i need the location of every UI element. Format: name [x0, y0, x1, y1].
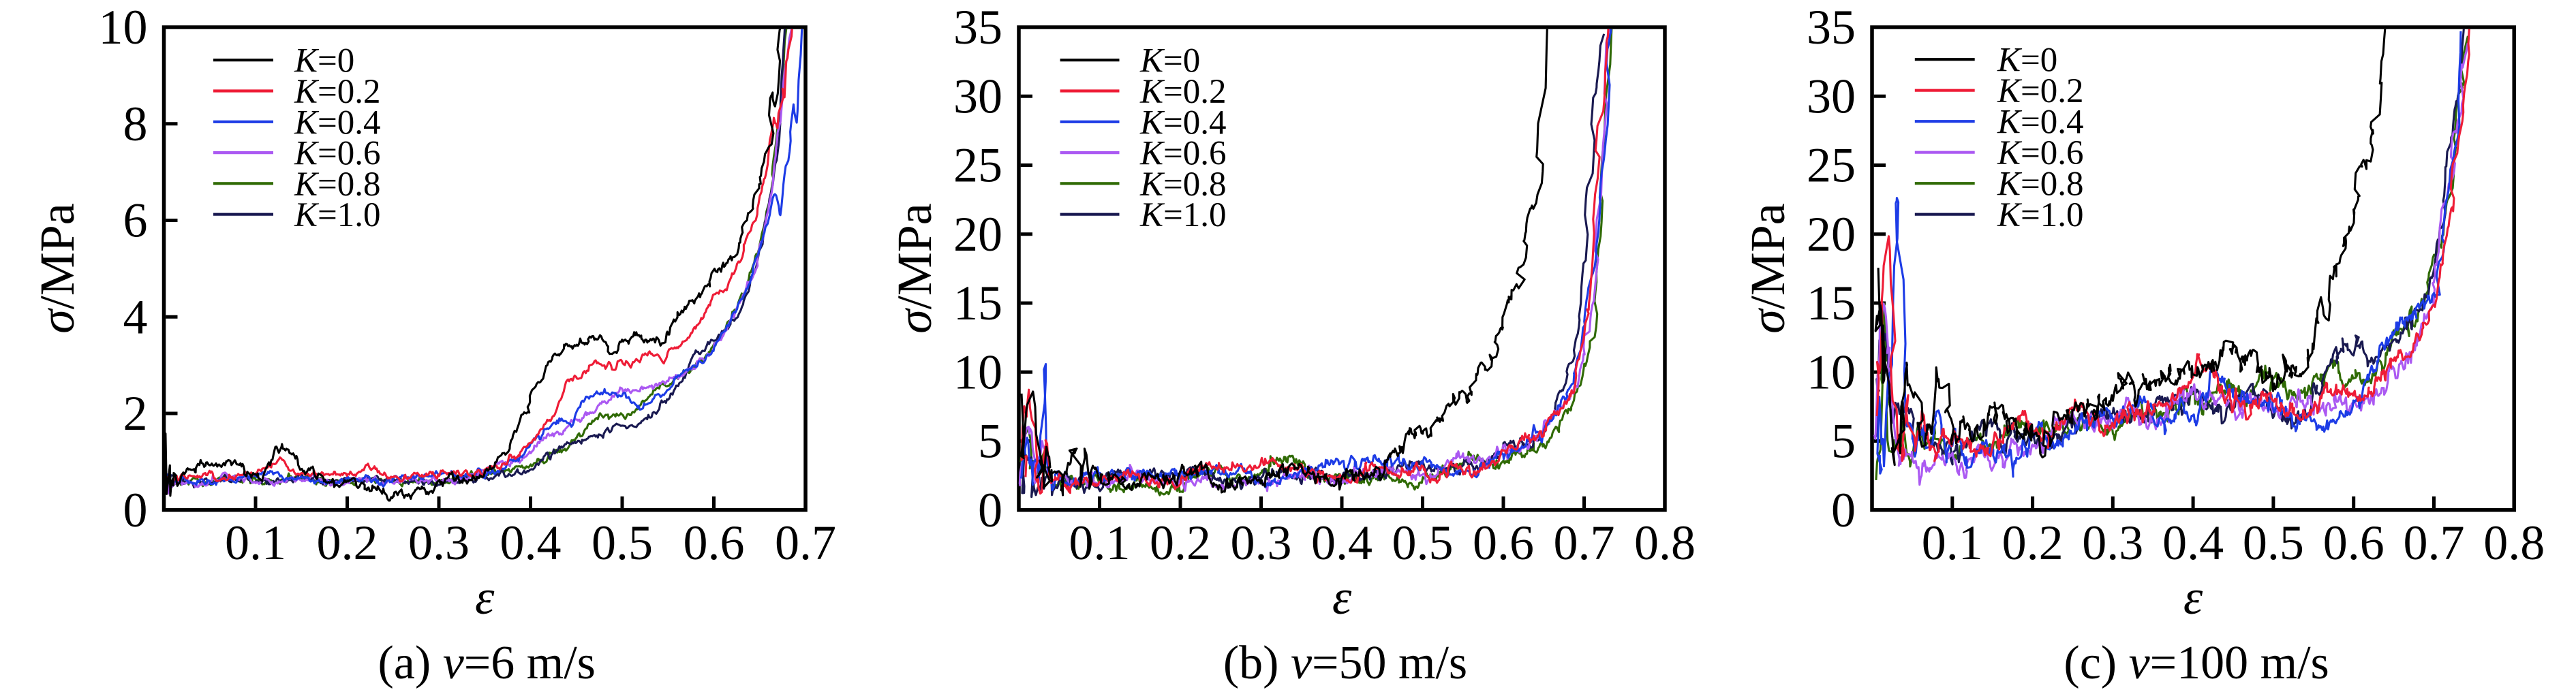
svg-text:K=0.6: K=0.6	[1139, 135, 1227, 173]
svg-text:0: 0	[1831, 483, 1856, 537]
svg-text:K=0.2: K=0.2	[294, 73, 381, 111]
svg-text:5: 5	[978, 414, 1002, 469]
svg-text:0.3: 0.3	[2082, 516, 2143, 570]
svg-text:0.4: 0.4	[2162, 516, 2224, 570]
svg-text:8: 8	[123, 97, 148, 151]
svg-text:K=0: K=0	[294, 42, 354, 80]
svg-text:0.5: 0.5	[1392, 516, 1454, 570]
svg-text:0.5: 0.5	[592, 516, 653, 570]
svg-text:K=1.0: K=1.0	[294, 196, 381, 234]
svg-text:0.4: 0.4	[1311, 516, 1373, 570]
svg-text:0.1: 0.1	[1922, 516, 1983, 570]
svg-text:K=0.8: K=0.8	[1139, 166, 1227, 204]
svg-text:0.6: 0.6	[684, 516, 745, 570]
svg-text:K=0.4: K=0.4	[1997, 104, 2084, 142]
svg-text:K=0: K=0	[1997, 42, 2057, 80]
svg-text:0.8: 0.8	[2483, 516, 2545, 570]
svg-text:K=0.2: K=0.2	[1139, 73, 1227, 111]
svg-text:K=1.0: K=1.0	[1139, 196, 1227, 234]
svg-text:35: 35	[953, 0, 1002, 54]
svg-text:4: 4	[123, 289, 148, 344]
svg-text:0.8: 0.8	[1634, 516, 1696, 570]
svg-text:15: 15	[1807, 276, 1856, 330]
svg-text:0: 0	[978, 483, 1002, 537]
svg-text:2: 2	[123, 386, 148, 441]
svg-text:0.5: 0.5	[2243, 516, 2304, 570]
svg-text:K=0.8: K=0.8	[1997, 166, 2084, 204]
svg-text:20: 20	[1807, 207, 1856, 262]
svg-text:K=0.8: K=0.8	[294, 166, 381, 204]
svg-text:0.7: 0.7	[1554, 516, 1615, 570]
svg-text:25: 25	[953, 138, 1002, 193]
svg-text:K=0.4: K=0.4	[294, 104, 381, 142]
svg-text:ε: ε	[2183, 570, 2203, 625]
svg-text:K=0.6: K=0.6	[1997, 134, 2084, 172]
svg-text:0.1: 0.1	[225, 516, 286, 570]
svg-text:K=0.4: K=0.4	[1139, 104, 1227, 142]
svg-text:0.2: 0.2	[1150, 516, 1211, 570]
svg-text:0.4: 0.4	[500, 516, 562, 570]
svg-text:ε: ε	[1332, 570, 1352, 625]
svg-text:K=0.2: K=0.2	[1997, 72, 2084, 110]
svg-text:σ/MPa: σ/MPa	[1741, 203, 1795, 334]
svg-text:10: 10	[99, 0, 148, 54]
svg-text:10: 10	[1807, 345, 1856, 399]
svg-text:30: 30	[1807, 69, 1856, 123]
svg-text:15: 15	[953, 276, 1002, 330]
svg-text:0.6: 0.6	[2323, 516, 2385, 570]
svg-text:6: 6	[123, 193, 148, 248]
svg-text:σ/MPa: σ/MPa	[30, 203, 85, 334]
svg-text:K=1.0: K=1.0	[1997, 196, 2084, 234]
svg-text:20: 20	[953, 207, 1002, 262]
svg-text:ε: ε	[475, 570, 495, 625]
svg-text:0.7: 0.7	[775, 516, 836, 570]
svg-text:10: 10	[953, 345, 1002, 399]
svg-text:0.3: 0.3	[408, 516, 470, 570]
svg-text:25: 25	[1807, 138, 1856, 193]
svg-text:0.2: 0.2	[317, 516, 378, 570]
svg-text:(a) v=6 m/s: (a) v=6 m/s	[378, 637, 595, 689]
svg-text:(c) v=100 m/s: (c) v=100 m/s	[2064, 637, 2329, 689]
svg-text:0.2: 0.2	[2002, 516, 2064, 570]
svg-text:σ/MPa: σ/MPa	[887, 203, 942, 334]
svg-text:0: 0	[123, 483, 148, 537]
svg-text:(b) v=50 m/s: (b) v=50 m/s	[1223, 637, 1467, 689]
svg-text:30: 30	[953, 69, 1002, 123]
svg-text:0.7: 0.7	[2404, 516, 2465, 570]
svg-text:K=0: K=0	[1139, 42, 1200, 80]
svg-text:0.1: 0.1	[1069, 516, 1131, 570]
svg-text:K=0.6: K=0.6	[294, 135, 381, 173]
svg-text:0.3: 0.3	[1231, 516, 1292, 570]
svg-text:0.6: 0.6	[1473, 516, 1534, 570]
svg-text:35: 35	[1807, 0, 1856, 54]
svg-text:5: 5	[1831, 414, 1856, 469]
